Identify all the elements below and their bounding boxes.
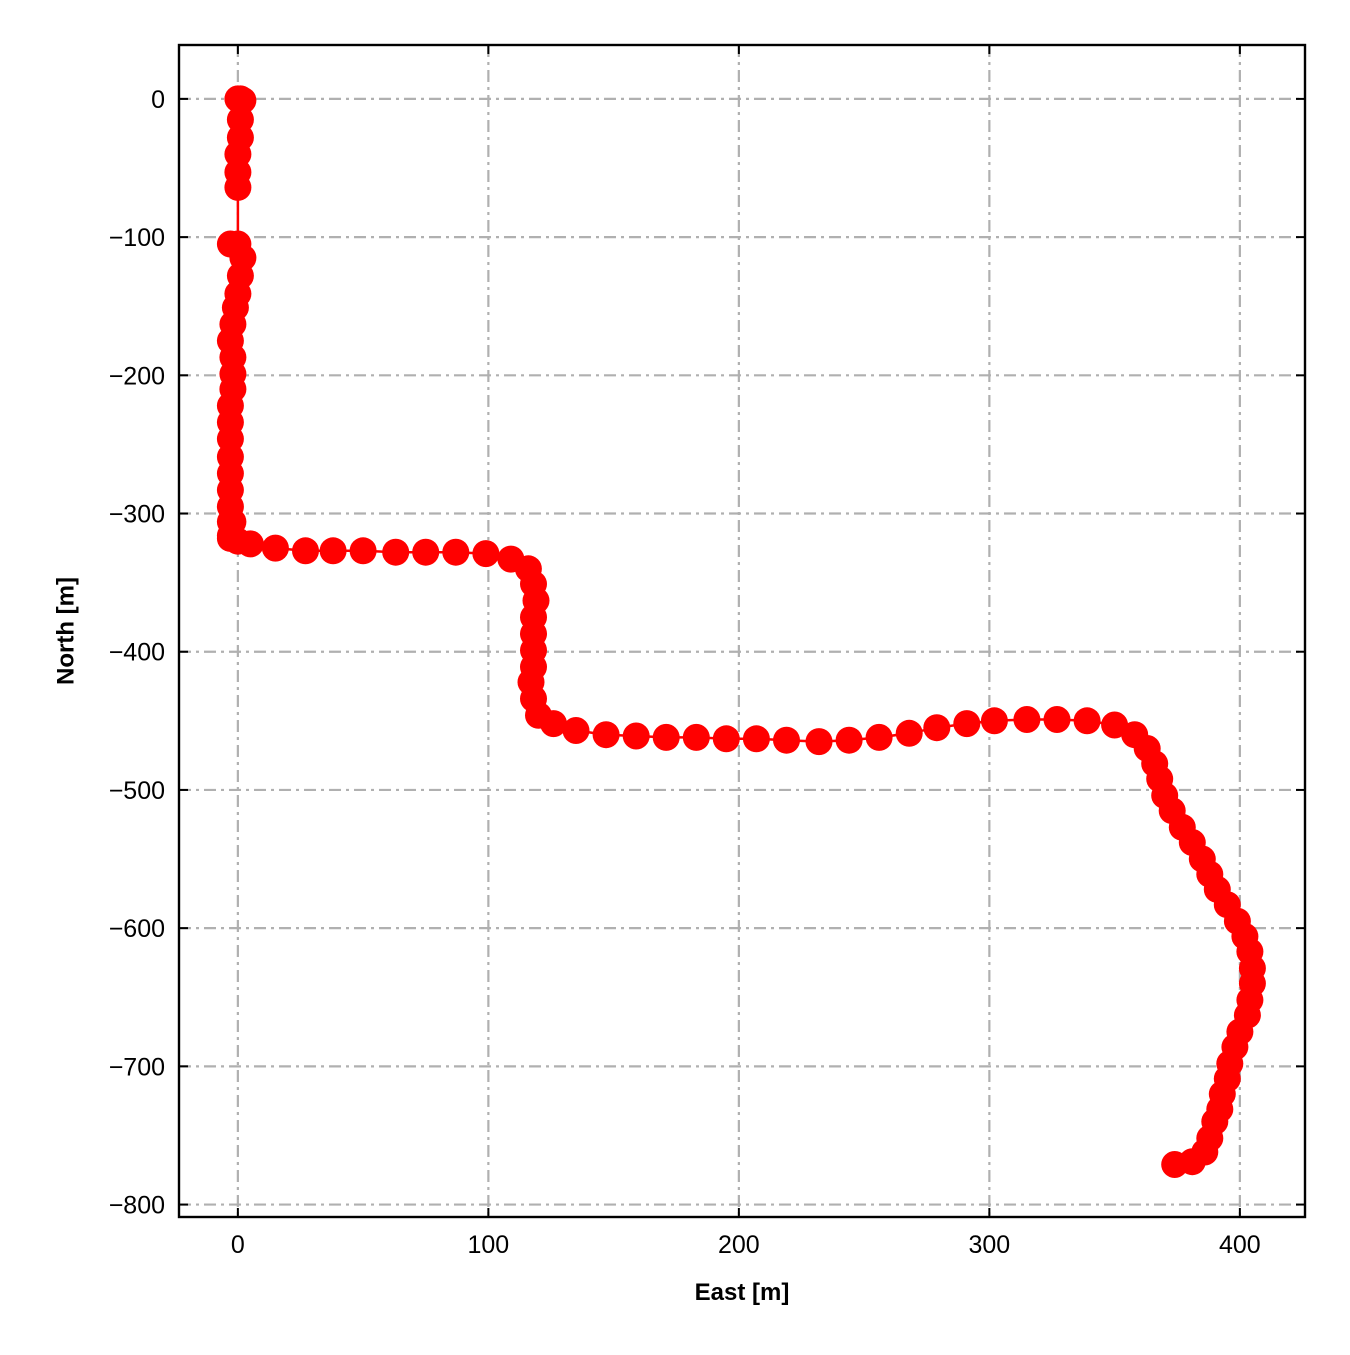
data-point (682, 723, 710, 751)
data-point (622, 722, 650, 750)
data-point (773, 726, 800, 754)
data-point (412, 538, 440, 566)
data-series (216, 85, 1266, 1178)
series-line (227, 97, 1254, 1166)
data-point (261, 534, 289, 562)
y-tick-label: −400 (109, 639, 165, 667)
data-point (1043, 706, 1071, 733)
y-tick-label: −200 (109, 362, 165, 390)
data-point (319, 537, 347, 565)
x-axis-label: East [m] (695, 1279, 790, 1306)
y-axis-label: North [m] (52, 577, 79, 685)
data-point (835, 726, 863, 754)
grid (179, 45, 1305, 1217)
ticks: 0 100 200 300 400 0 −100 −200 −300 −400 −500 −600 −7… (109, 45, 1305, 1259)
y-tick-label: −700 (109, 1053, 165, 1081)
data-point (540, 710, 567, 738)
x-tick-label: 300 (969, 1231, 1011, 1259)
data-point (923, 714, 951, 742)
data-point (236, 530, 264, 558)
data-point (472, 540, 500, 568)
data-point (1101, 711, 1129, 739)
y-tick-label: −300 (109, 501, 165, 529)
data-point (865, 723, 893, 751)
data-point (712, 725, 740, 753)
data-point (224, 173, 252, 201)
data-point (562, 717, 590, 744)
data-point (382, 538, 410, 566)
y-tick-label: −500 (109, 777, 165, 805)
plot-frame (177, 43, 1307, 1219)
x-tick-label: 400 (1219, 1231, 1261, 1259)
data-point (980, 707, 1008, 735)
data-point (652, 723, 680, 751)
y-tick-label: 0 (151, 86, 165, 114)
data-point (592, 721, 620, 749)
data-point (953, 710, 981, 738)
data-point (805, 728, 833, 756)
data-point (1013, 706, 1041, 733)
x-tick-label: 200 (718, 1231, 760, 1259)
x-tick-label: 0 (231, 1231, 245, 1259)
data-point (349, 537, 377, 565)
data-point (442, 538, 470, 566)
data-point (1073, 707, 1101, 735)
data-point (292, 537, 319, 565)
x-tick-label: 100 (468, 1231, 510, 1259)
y-tick-label: −600 (109, 915, 165, 943)
data-point (895, 719, 923, 747)
y-tick-label: −800 (109, 1192, 165, 1220)
y-tick-label: −100 (109, 224, 165, 252)
data-point (742, 725, 770, 753)
data-point (1161, 1151, 1189, 1178)
